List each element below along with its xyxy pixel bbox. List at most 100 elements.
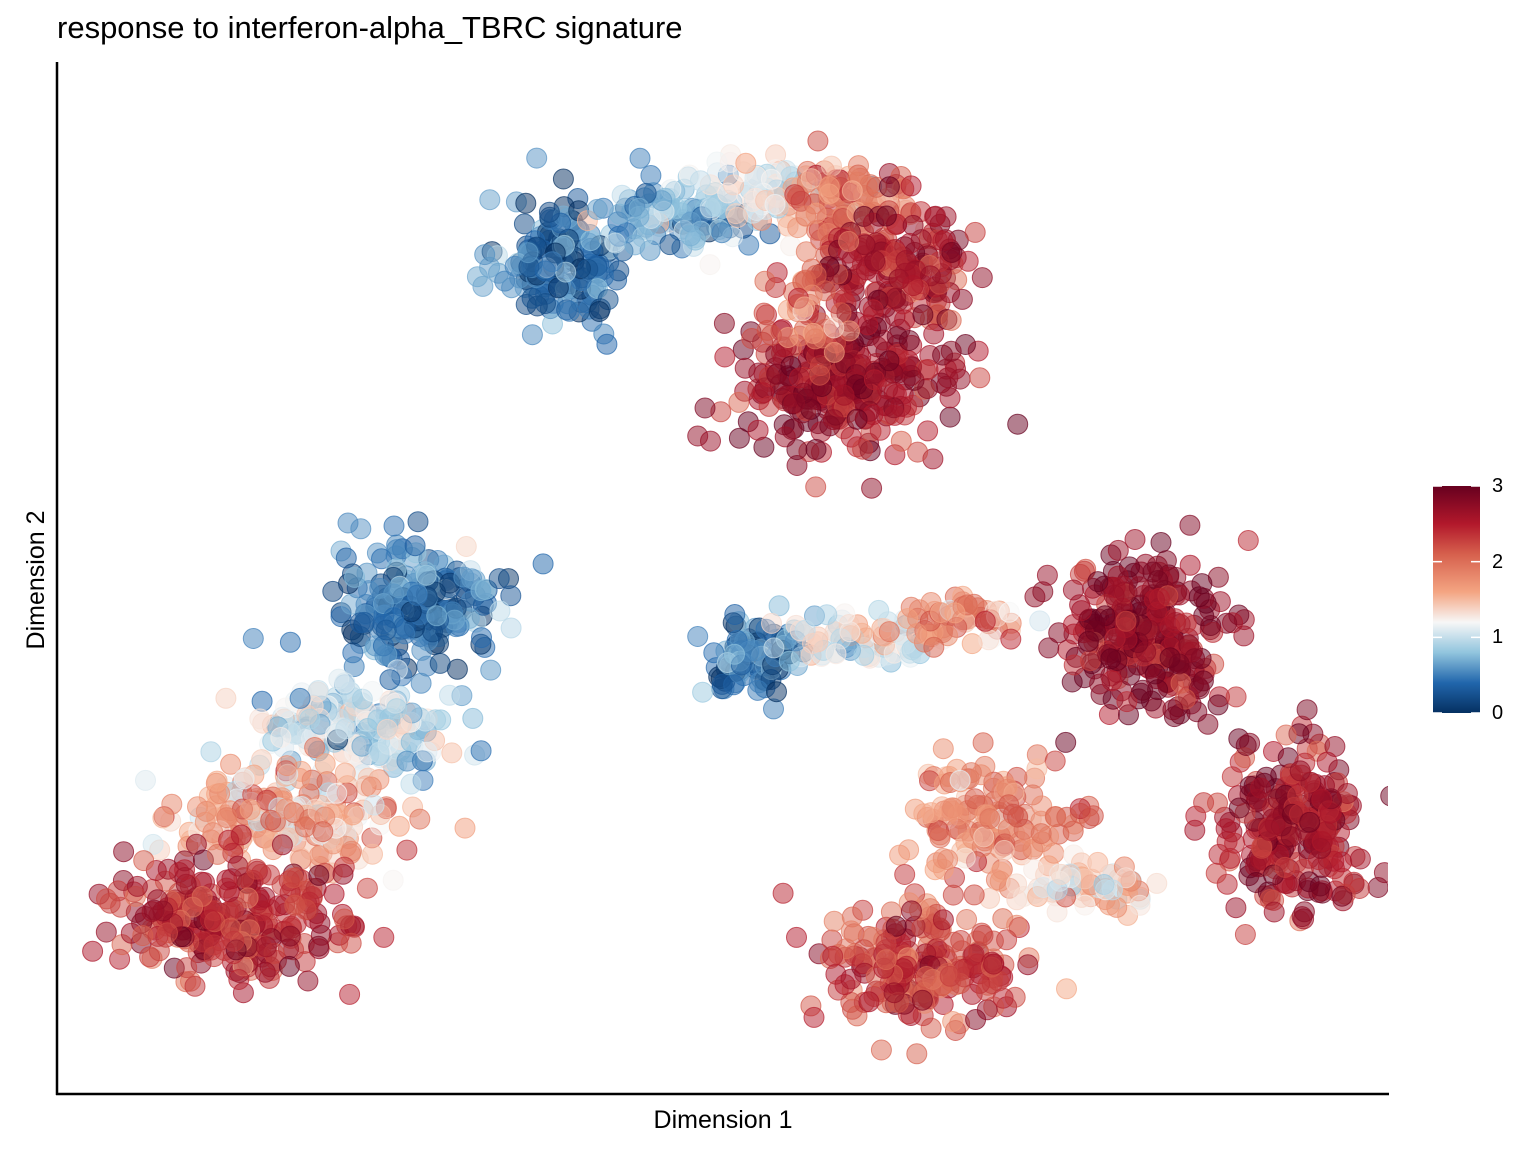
- data-point: [308, 864, 330, 886]
- data-point: [1044, 806, 1066, 827]
- data-point: [1024, 586, 1046, 608]
- data-point: [1135, 641, 1157, 663]
- data-point: [310, 924, 332, 946]
- data-point: [174, 859, 196, 881]
- data-point: [1150, 532, 1172, 553]
- data-point: [279, 925, 301, 947]
- data-point: [834, 603, 856, 625]
- data-point: [939, 406, 961, 428]
- data-point: [940, 340, 962, 362]
- data-point: [271, 834, 293, 856]
- data-point: [176, 957, 198, 979]
- data-point: [388, 815, 410, 837]
- data-point: [404, 535, 426, 557]
- data-point: [233, 768, 255, 790]
- data-point: [1103, 584, 1125, 606]
- data-point: [875, 949, 897, 971]
- data-point: [1132, 679, 1154, 701]
- data-point: [807, 130, 829, 152]
- data-point: [1146, 872, 1168, 894]
- data-point: [857, 314, 879, 336]
- data-point: [1207, 792, 1228, 814]
- data-point: [357, 718, 379, 739]
- data-point: [515, 192, 537, 214]
- data-point: [276, 755, 298, 777]
- data-point: [735, 152, 757, 174]
- data-point: [1056, 978, 1077, 1000]
- data-point: [1250, 777, 1271, 799]
- data-point: [846, 408, 868, 430]
- data-point: [161, 793, 183, 815]
- data-point: [1071, 600, 1093, 622]
- data-point: [939, 965, 961, 987]
- data-point: [983, 953, 1005, 975]
- data-point: [765, 277, 787, 298]
- data-point: [689, 170, 711, 192]
- colorbar-tick-label: 0: [1492, 702, 1504, 724]
- data-point: [923, 636, 945, 658]
- data-point: [1162, 699, 1184, 721]
- data-point: [215, 687, 237, 709]
- data-point: [282, 867, 304, 889]
- data-point: [1038, 637, 1060, 659]
- data-point: [349, 612, 371, 634]
- data-point: [157, 922, 178, 944]
- data-point: [911, 989, 933, 1011]
- data-point: [588, 301, 610, 322]
- data-point: [1050, 863, 1072, 885]
- data-point: [1311, 831, 1333, 852]
- data-point: [761, 612, 782, 634]
- data-point: [803, 1006, 825, 1028]
- data-point: [323, 883, 345, 905]
- data-point: [1208, 843, 1230, 865]
- data-point: [223, 899, 244, 921]
- data-point: [439, 684, 460, 706]
- data-point: [251, 690, 273, 712]
- data-point: [334, 762, 356, 784]
- data-point: [752, 382, 774, 404]
- data-point: [1289, 760, 1311, 782]
- data-point: [747, 679, 769, 701]
- data-point: [577, 258, 599, 280]
- data-point: [760, 324, 782, 346]
- y-axis-label: Dimension 2: [22, 510, 50, 650]
- data-point: [974, 610, 996, 632]
- data-point: [517, 242, 539, 264]
- data-point: [778, 650, 800, 672]
- data-point: [342, 804, 364, 826]
- data-point: [339, 983, 361, 1005]
- data-point: [944, 602, 966, 624]
- data-point: [951, 288, 973, 310]
- data-point: [1144, 663, 1166, 685]
- data-point: [334, 672, 356, 694]
- data-point: [996, 929, 1018, 951]
- data-point: [800, 168, 822, 190]
- data-point: [340, 932, 362, 954]
- data-point: [823, 317, 845, 339]
- data-point: [947, 804, 969, 826]
- data-point: [1006, 873, 1028, 895]
- data-point: [1225, 686, 1247, 708]
- data-point: [295, 899, 317, 921]
- data-point: [1168, 653, 1190, 675]
- data-point: [680, 225, 702, 247]
- data-point: [699, 254, 721, 276]
- data-point: [1115, 610, 1137, 632]
- data-point: [297, 970, 319, 992]
- data-point: [760, 168, 782, 190]
- data-point: [640, 165, 662, 186]
- data-point: [278, 955, 300, 977]
- data-point: [1331, 851, 1353, 873]
- data-point: [840, 968, 862, 990]
- data-point: [833, 384, 855, 406]
- data-point: [885, 287, 907, 309]
- data-point: [804, 328, 826, 350]
- data-point: [932, 738, 954, 760]
- data-point: [624, 234, 646, 256]
- data-point: [971, 267, 993, 289]
- data-point: [133, 850, 155, 872]
- data-point: [314, 753, 336, 775]
- data-point: [942, 884, 964, 906]
- data-point: [929, 827, 951, 849]
